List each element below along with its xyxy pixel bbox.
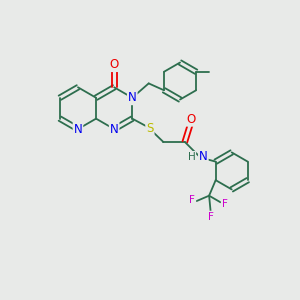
Text: S: S <box>146 122 154 135</box>
Text: N: N <box>74 123 82 136</box>
Text: N: N <box>110 123 118 136</box>
Text: O: O <box>187 113 196 126</box>
Text: F: F <box>189 196 195 206</box>
Text: N: N <box>128 91 136 104</box>
Text: N: N <box>199 150 208 164</box>
Text: O: O <box>110 58 119 71</box>
Text: H: H <box>188 152 195 162</box>
Text: F: F <box>208 212 214 222</box>
Text: F: F <box>222 199 228 209</box>
